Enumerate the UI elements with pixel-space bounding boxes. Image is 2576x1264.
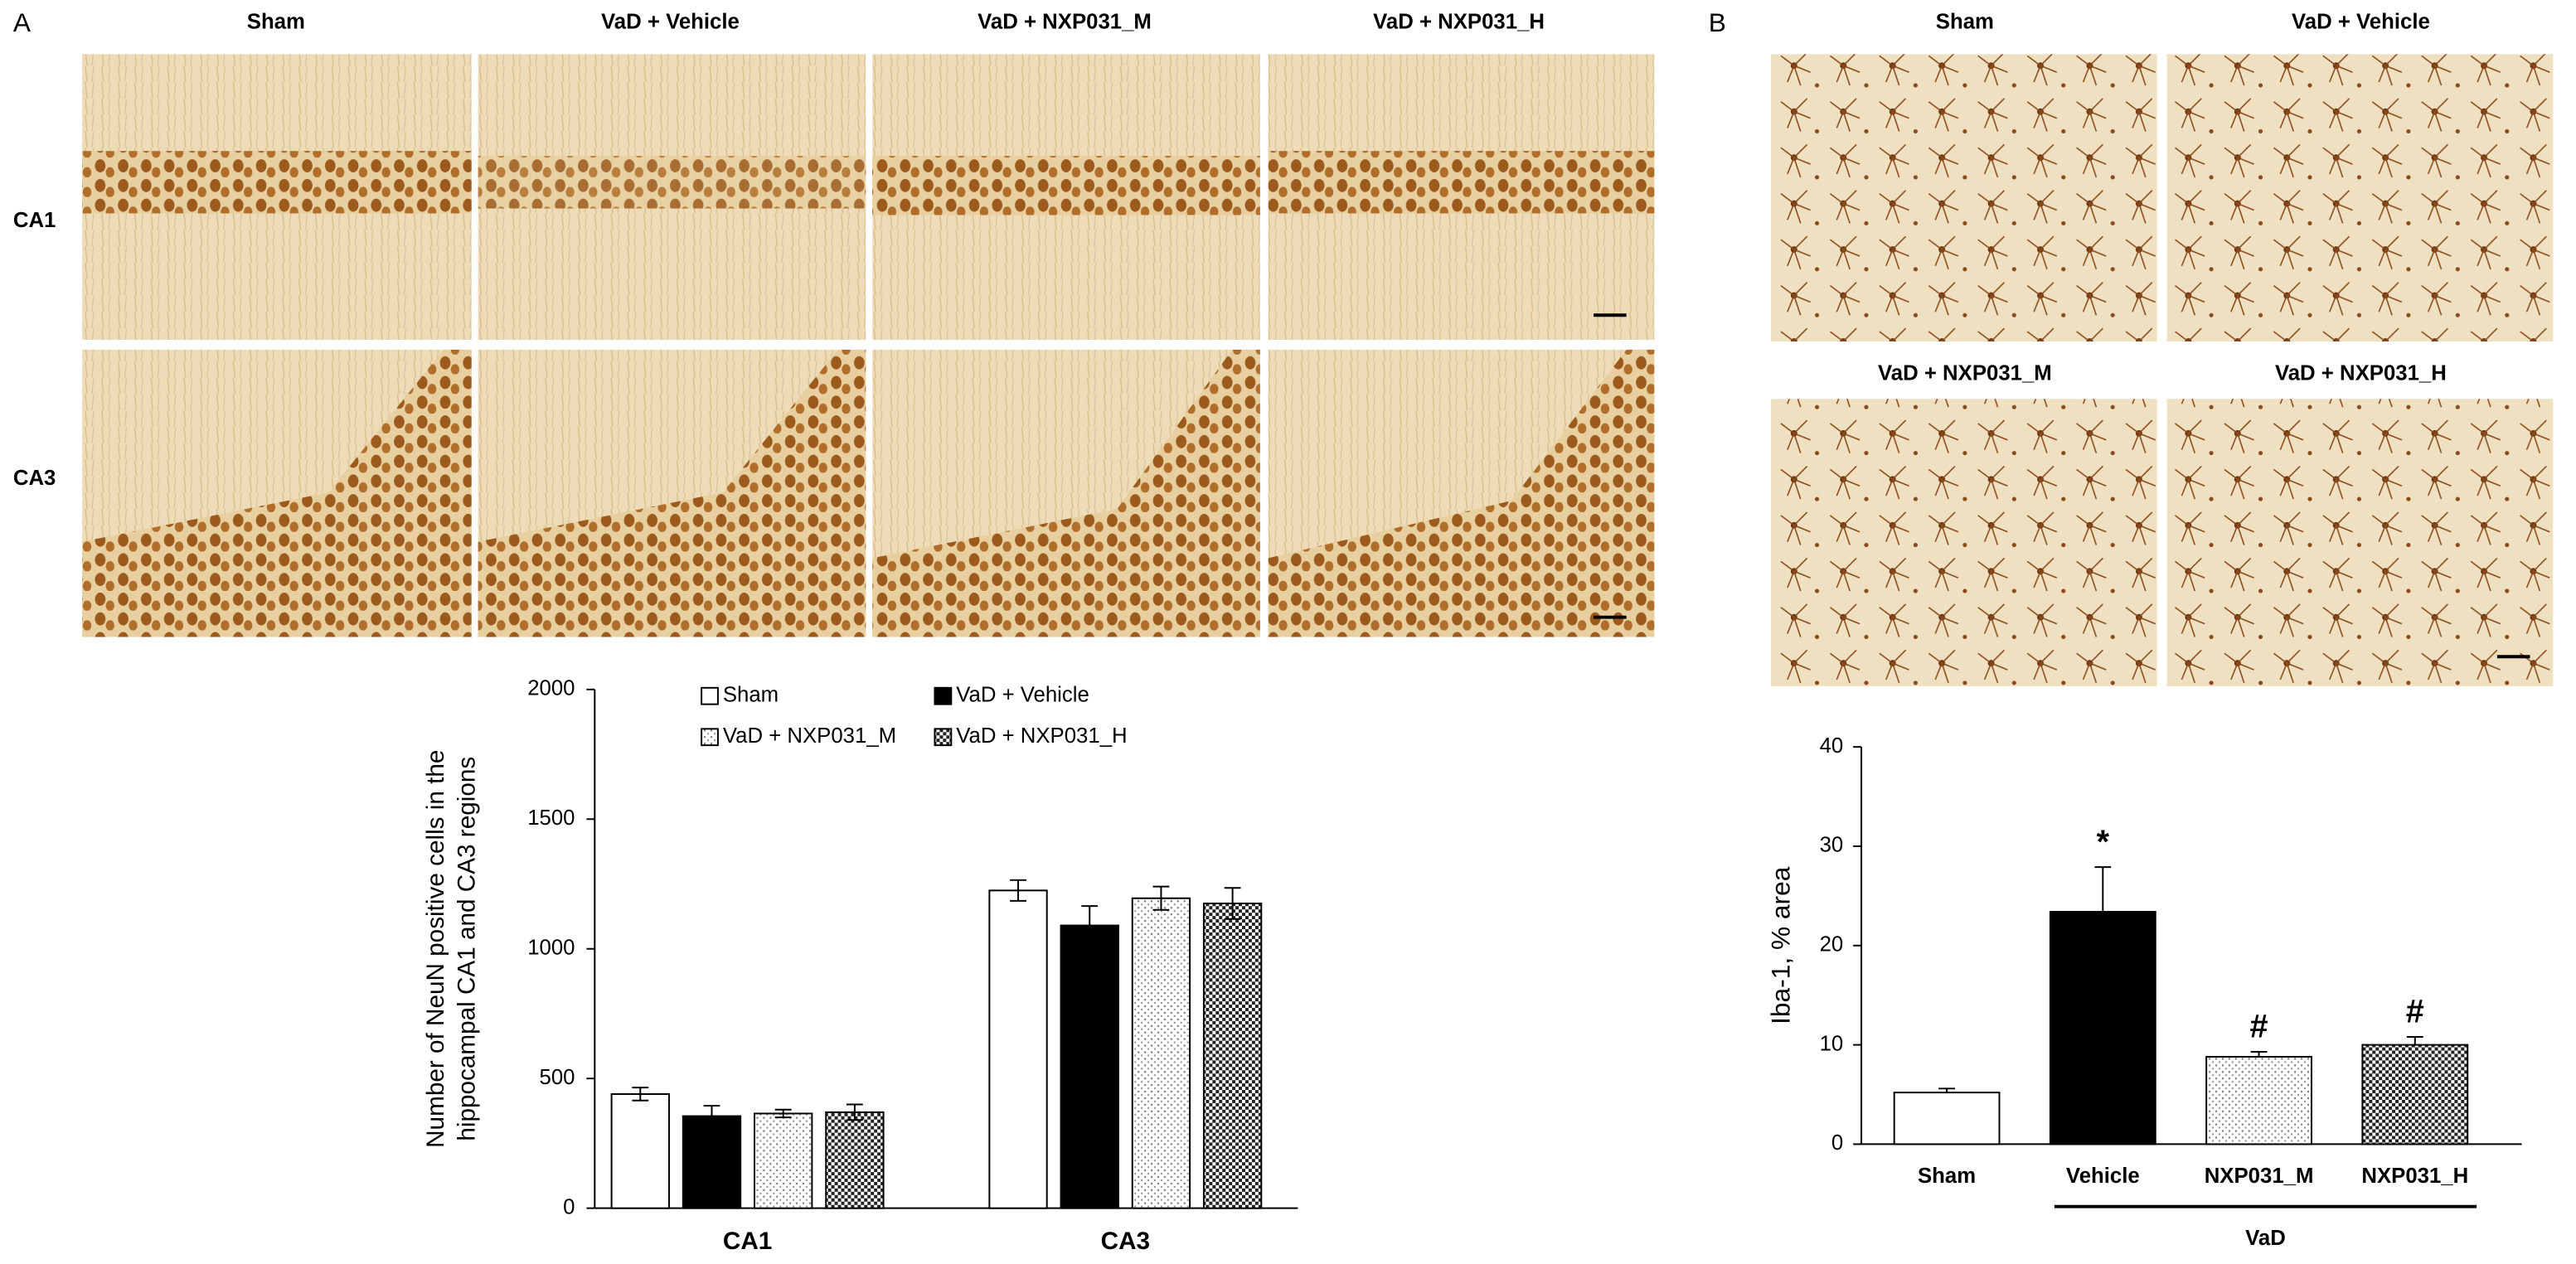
cell-layer	[872, 349, 1260, 637]
x-tick-label: CA3	[1101, 1228, 1150, 1255]
x-tick-label: Vehicle	[2066, 1165, 2140, 1188]
cell-layer	[478, 349, 866, 637]
image-header: VaD + Vehicle	[2292, 11, 2430, 34]
significance-marker: #	[2406, 994, 2424, 1030]
y-tick-label: 1000	[527, 937, 575, 960]
x-tick-label: NXP031_M	[2205, 1165, 2314, 1188]
bar	[754, 1112, 813, 1209]
y-tick-label: 40	[1820, 734, 1844, 758]
significance-marker: *	[2097, 824, 2110, 860]
row-label: CA1	[13, 209, 56, 232]
ca1-images	[82, 54, 1655, 340]
bar	[1893, 1092, 2001, 1145]
legend-label: VaD + NXP031_H	[956, 724, 1127, 748]
x-tick-label: NXP031_H	[2361, 1165, 2468, 1188]
column-header: VaD + Vehicle	[601, 11, 740, 34]
ca3-images	[82, 349, 1655, 637]
legend-swatch	[934, 686, 953, 705]
bar	[825, 1111, 885, 1209]
column-header: VaD + NXP031_H	[1373, 11, 1545, 34]
legend-swatch	[701, 728, 719, 747]
error-bar	[703, 1105, 720, 1128]
cell-layer	[478, 156, 866, 209]
error-bar	[2250, 1050, 2268, 1057]
error-bar	[632, 1087, 649, 1102]
y-tick-label: 20	[1820, 933, 1844, 956]
micrograph	[2166, 54, 2554, 341]
legend-label: Sham	[723, 684, 779, 707]
error-bar	[846, 1103, 863, 1121]
row-label: CA3	[13, 467, 56, 490]
y-axis-label: Number of NeuN positive cells in the hipp…	[422, 750, 481, 1148]
legend-swatch	[934, 728, 953, 747]
column-header: VaD + NXP031_M	[978, 11, 1152, 34]
error-bar	[1152, 885, 1170, 911]
y-axis-label-line: hippocampal CA1 and CA3 regions	[454, 757, 481, 1141]
micrograph	[1771, 54, 2157, 341]
bar	[682, 1115, 742, 1209]
chart: 0 10 20 30 40 Iba-1, % area Sham Vehicle NXP031_…	[1765, 734, 2522, 1250]
cell-layer	[82, 349, 472, 637]
group-label: VaD	[2245, 1227, 2286, 1250]
legend-label: VaD + Vehicle	[956, 684, 1089, 707]
panel-label: A	[13, 7, 32, 37]
y-tick-label: 2000	[527, 677, 575, 700]
error-bar	[774, 1108, 792, 1119]
legend-label: VaD + NXP031_M	[723, 724, 896, 748]
significance-marker: #	[2250, 1009, 2268, 1045]
y-tick-label: 0	[1831, 1131, 1843, 1155]
legend-swatch	[701, 686, 719, 705]
bar	[2205, 1055, 2312, 1145]
y-tick-label: 0	[563, 1195, 575, 1218]
bar	[1131, 897, 1191, 1209]
chart: 0 500 1000 1500 2000 Number of NeuN positive …	[422, 677, 1298, 1255]
image-header: VaD + NXP031_H	[2275, 361, 2447, 385]
bar	[1202, 902, 1263, 1209]
image-header: Sham	[1936, 11, 1994, 34]
error-bar	[2094, 866, 2112, 913]
x-tick-label: Sham	[1918, 1165, 1976, 1188]
error-bar	[2406, 1036, 2423, 1045]
error-bar	[1081, 905, 1099, 947]
y-tick-label: 30	[1820, 834, 1844, 857]
cell-layer	[82, 151, 472, 214]
micrograph	[2166, 399, 2554, 686]
micrographs: A Sham VaD + Vehicle VaD + NXP031_M VaD …	[13, 7, 2554, 686]
error-bar	[1224, 887, 1241, 920]
bar	[2049, 911, 2156, 1145]
bar	[1060, 924, 1119, 1209]
error-bar	[1938, 1087, 1955, 1093]
micrograph	[1771, 399, 2157, 686]
y-axis-label: Iba-1, % area	[1765, 866, 1795, 1024]
y-tick-label: 10	[1820, 1032, 1844, 1055]
image-header: VaD + NXP031_M	[1878, 361, 2052, 385]
cell-layer	[1268, 349, 1655, 637]
cell-layer	[1268, 151, 1655, 214]
error-bar	[1010, 879, 1026, 902]
panel-label: B	[1709, 7, 1726, 37]
y-tick-label: 500	[540, 1066, 575, 1089]
column-header: Sham	[247, 11, 305, 34]
y-tick-label: 1500	[527, 806, 575, 830]
bar	[988, 889, 1048, 1209]
bar	[2361, 1044, 2469, 1145]
y-axis-label-line: Number of NeuN positive cells in the	[422, 750, 449, 1148]
cell-layer	[872, 156, 1260, 216]
bar	[610, 1092, 670, 1209]
x-tick-label: CA1	[723, 1228, 772, 1255]
